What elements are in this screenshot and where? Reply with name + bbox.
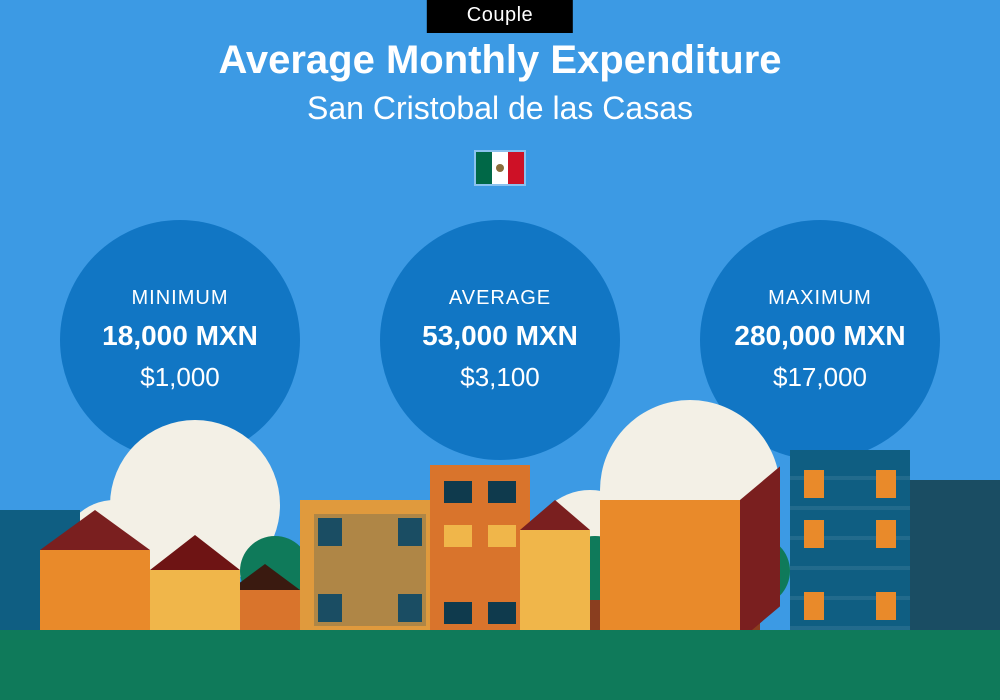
stat-circles-row: MINIMUM 18,000 MXN $1,000 AVERAGE 53,000… xyxy=(0,220,1000,460)
building-icon xyxy=(900,480,1000,640)
stat-local: 280,000 MXN xyxy=(734,320,905,352)
stat-label: MINIMUM xyxy=(132,287,229,310)
stat-local: 18,000 MXN xyxy=(102,320,258,352)
flag-stripe-red xyxy=(508,152,524,184)
building-icon xyxy=(300,500,440,640)
building-icon xyxy=(790,450,910,640)
location-subtitle: San Cristobal de las Casas xyxy=(0,90,1000,127)
stat-usd: $17,000 xyxy=(773,362,867,393)
building-icon xyxy=(520,530,590,640)
stat-circle-average: AVERAGE 53,000 MXN $3,100 xyxy=(380,220,620,460)
stat-usd: $1,000 xyxy=(140,362,220,393)
category-badge: Couple xyxy=(427,0,573,33)
page-title: Average Monthly Expenditure xyxy=(0,38,1000,83)
stat-label: MAXIMUM xyxy=(768,287,872,310)
stat-local: 53,000 MXN xyxy=(422,320,578,352)
ground-strip xyxy=(0,630,1000,700)
building-icon xyxy=(600,500,740,640)
flag-stripe-white xyxy=(492,152,508,184)
building-icon xyxy=(430,465,530,640)
mexico-flag-icon xyxy=(474,150,526,186)
flag-stripe-green xyxy=(476,152,492,184)
stat-label: AVERAGE xyxy=(449,287,551,310)
infographic-stage: Couple Average Monthly Expenditure San C… xyxy=(0,0,1000,700)
building-icon xyxy=(40,550,150,640)
stat-usd: $3,100 xyxy=(460,362,540,393)
